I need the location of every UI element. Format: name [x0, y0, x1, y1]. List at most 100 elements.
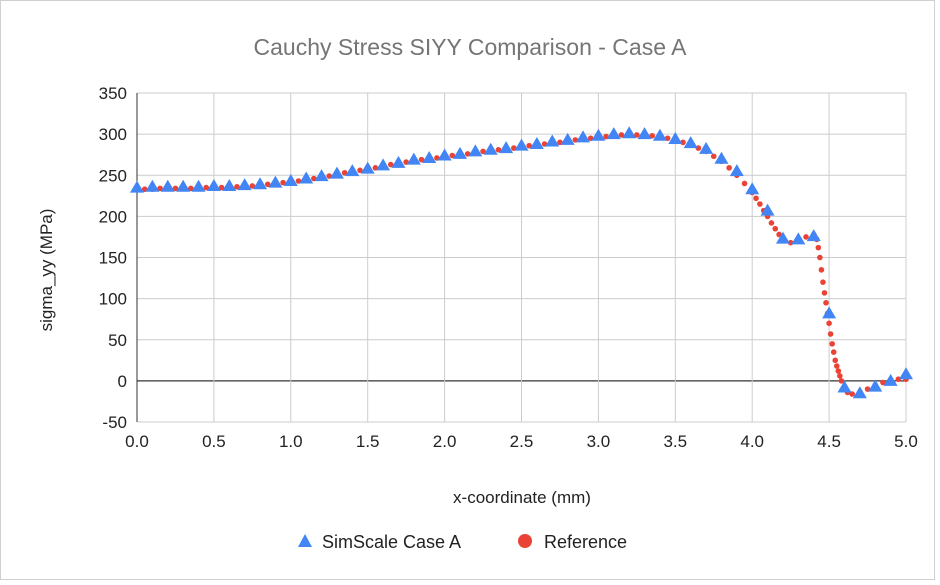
data-point-circle: [188, 185, 194, 192]
y-tick-label: -50: [102, 413, 127, 432]
data-point-circle: [832, 357, 839, 364]
data-point-triangle: [714, 151, 729, 164]
data-point-triangle: [699, 141, 714, 154]
data-point-triangle: [822, 306, 837, 319]
data-point-triangle: [299, 171, 314, 184]
data-point-circle: [157, 185, 163, 192]
data-point-triangle: [499, 141, 514, 154]
x-tick-label: 4.0: [740, 432, 764, 451]
data-point-triangle: [222, 178, 237, 191]
data-point-circle: [830, 349, 837, 355]
data-point-triangle: [345, 164, 360, 177]
data-point-triangle: [837, 380, 852, 393]
y-axis-ticks: 350 300 250 200 150 100 50 0 -50: [99, 84, 127, 432]
data-point-triangle: [652, 128, 667, 141]
data-point-triangle: [852, 386, 867, 399]
data-point-circle: [803, 234, 809, 240]
data-point-triangle: [360, 161, 375, 174]
data-point-triangle: [237, 178, 252, 191]
data-point-circle: [838, 378, 845, 384]
data-point-circle: [249, 183, 256, 189]
data-point-triangle: [806, 229, 821, 242]
data-point-circle: [218, 184, 225, 191]
data-point-circle: [768, 220, 775, 226]
data-point-circle: [280, 179, 286, 186]
data-point-triangle: [406, 152, 421, 165]
data-point-circle: [849, 391, 855, 397]
data-point-circle: [264, 181, 271, 188]
data-point-triangle: [191, 179, 206, 192]
data-point-triangle: [622, 126, 637, 139]
x-tick-label: 1.0: [279, 432, 303, 451]
x-tick-label: 5.0: [894, 432, 918, 451]
y-tick-label: 50: [108, 331, 127, 350]
x-tick-label: 4.5: [817, 432, 841, 451]
data-point-circle: [649, 132, 656, 139]
data-point-triangle: [729, 164, 744, 177]
data-point-triangle: [314, 169, 329, 182]
y-tick-label: 150: [99, 249, 127, 268]
data-point-circle: [387, 161, 394, 168]
x-tick-label: 3.5: [663, 432, 687, 451]
y-tick-label: 200: [99, 207, 127, 226]
data-point-circle: [480, 148, 486, 155]
x-tick-label: 2.0: [433, 432, 457, 451]
data-point-circle: [449, 152, 456, 159]
data-point-circle: [837, 373, 843, 379]
data-point-circle: [234, 183, 240, 190]
data-point-triangle: [376, 158, 391, 171]
data-point-triangle: [391, 155, 406, 168]
data-point-circle: [833, 363, 840, 369]
data-point-triangle: [206, 178, 221, 191]
series-simscale-case-a: [130, 126, 913, 399]
data-point-triangle: [791, 232, 806, 245]
data-point-circle: [495, 146, 502, 153]
y-tick-label: 100: [99, 290, 127, 309]
data-point-triangle: [452, 146, 467, 159]
x-tick-label: 3.0: [587, 432, 611, 451]
data-point-triangle: [130, 180, 144, 193]
data-point-circle: [341, 169, 348, 176]
data-point-triangle: [283, 174, 298, 187]
data-point-circle: [203, 184, 210, 191]
y-tick-label: 350: [99, 84, 127, 103]
data-point-circle: [818, 267, 825, 273]
data-point-triangle: [760, 203, 775, 216]
y-tick-label: 0: [118, 372, 127, 391]
data-point-triangle: [253, 177, 268, 190]
data-point-triangle: [899, 367, 913, 380]
y-tick-label: 300: [99, 125, 127, 144]
y-tick-label: 250: [99, 166, 127, 185]
data-point-circle: [826, 320, 832, 327]
data-point-triangle: [868, 379, 883, 392]
data-point-circle: [829, 341, 835, 347]
data-point-circle: [815, 244, 822, 251]
data-point-circle: [726, 165, 732, 171]
data-point-triangle: [160, 179, 175, 192]
data-point-triangle: [483, 142, 498, 155]
data-point-triangle: [683, 136, 698, 149]
data-point-circle: [827, 331, 834, 337]
data-point-circle: [526, 142, 532, 149]
data-point-circle: [418, 156, 425, 163]
data-point-triangle: [668, 132, 683, 145]
data-point-triangle: [468, 144, 483, 157]
data-point-circle: [753, 195, 759, 202]
data-point-triangle: [745, 182, 760, 195]
legend-circle-icon: [518, 534, 532, 548]
data-point-triangle: [329, 166, 344, 179]
data-point-circle: [172, 185, 179, 192]
data-point-circle: [821, 290, 828, 296]
data-point-triangle: [145, 179, 160, 192]
data-point-triangle: [545, 134, 560, 147]
data-point-triangle: [176, 179, 191, 192]
x-axis-ticks: 0.0 0.5 1.0 1.5 2.0 2.5 3.0 3.5 4.0 4.5 5.0: [125, 432, 918, 451]
data-point-triangle: [637, 127, 652, 140]
data-point-circle: [357, 167, 363, 174]
data-point-circle: [757, 201, 763, 207]
data-point-circle: [695, 145, 702, 151]
data-point-circle: [880, 379, 886, 386]
chart-title: Cauchy Stress SIYY Comparison - Case A: [254, 34, 688, 60]
